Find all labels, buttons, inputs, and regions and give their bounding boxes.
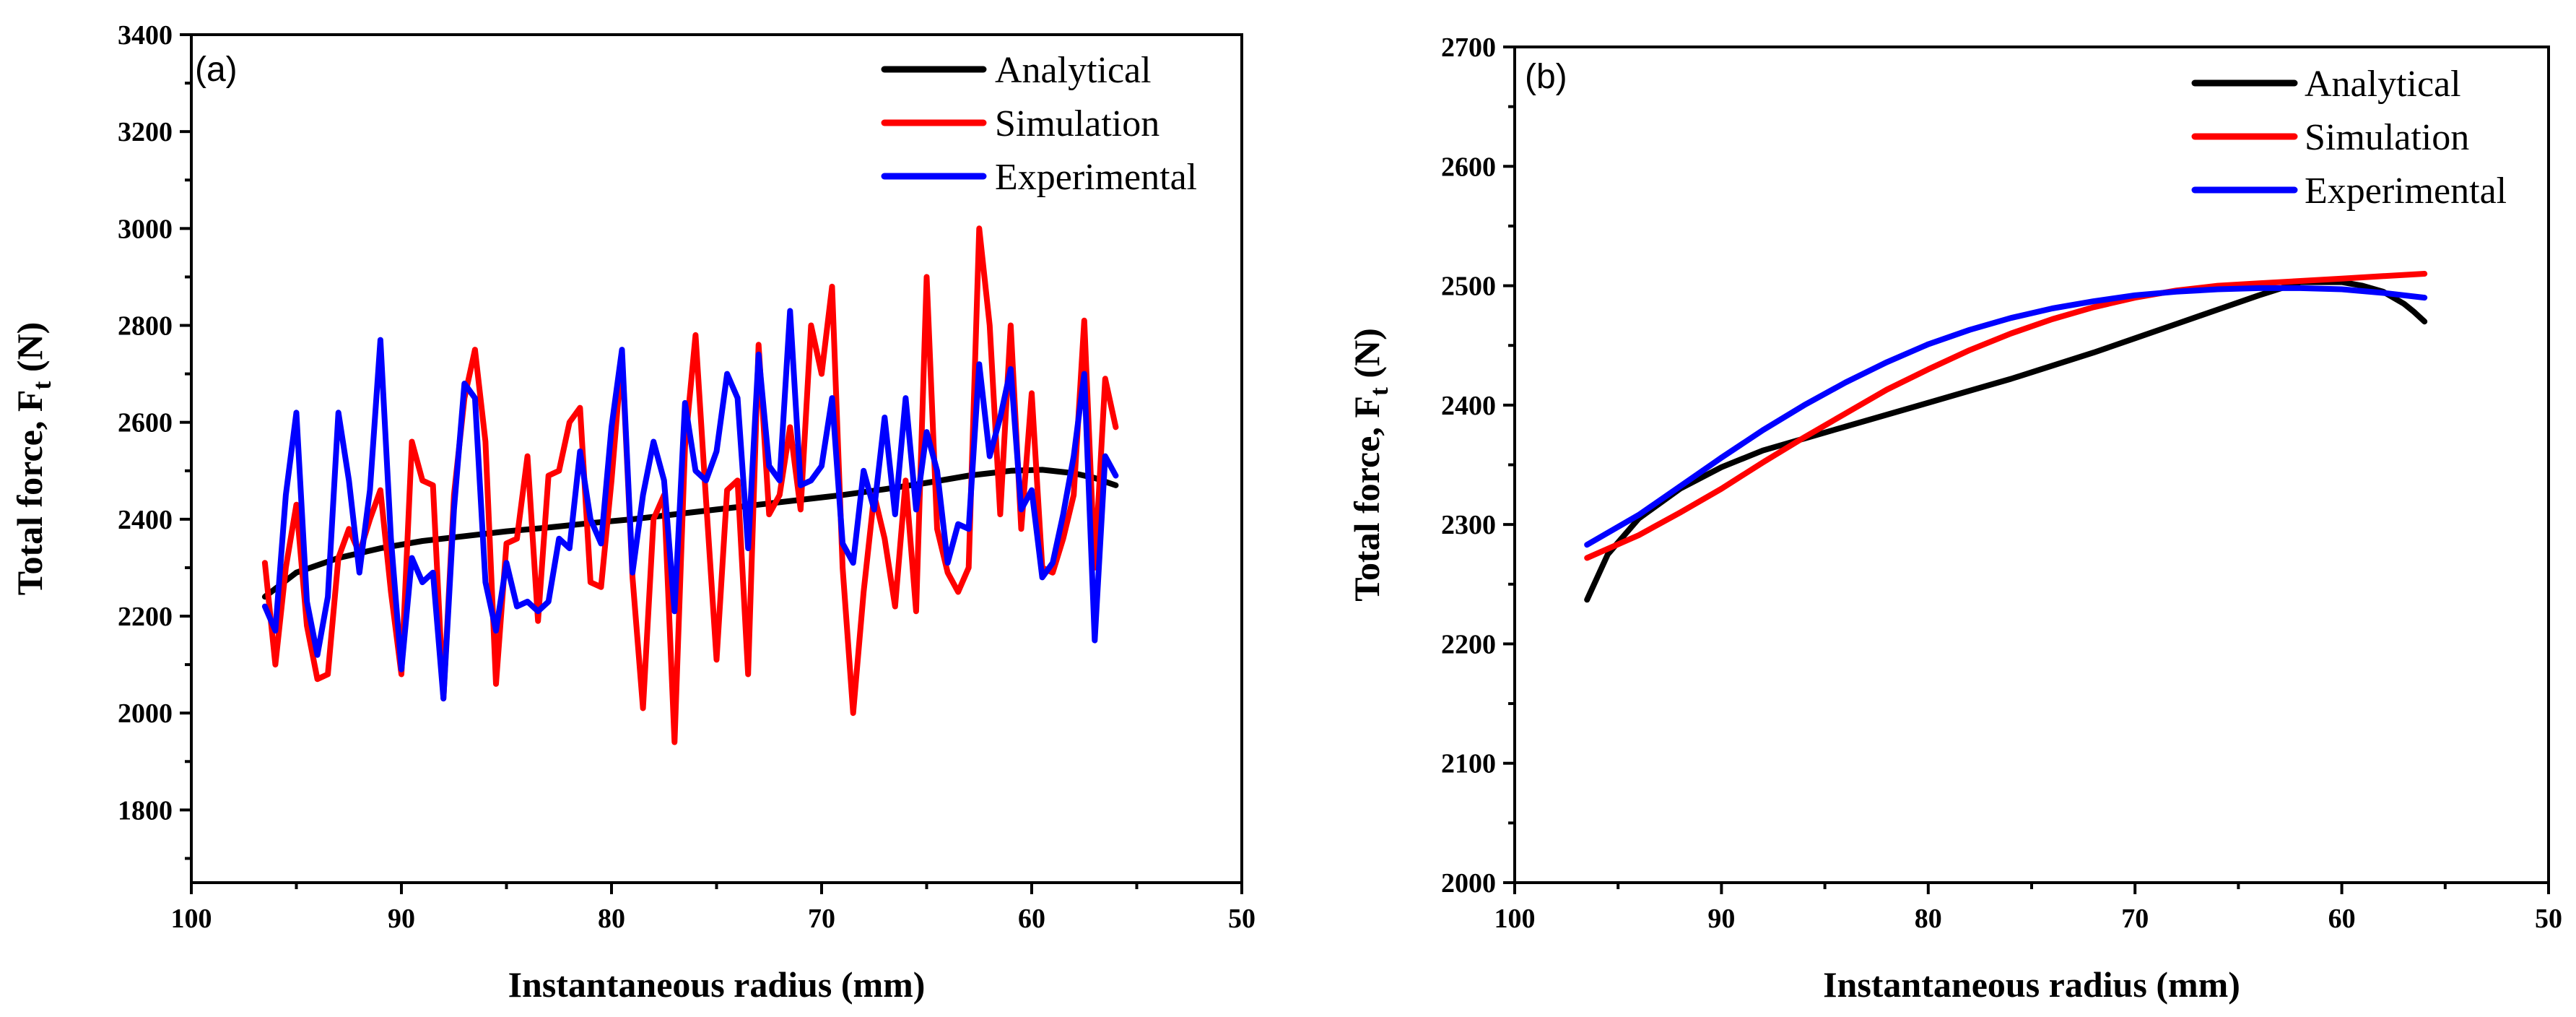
y-tick-label: 2600 [118, 408, 173, 438]
y-tick-label: 2300 [1441, 510, 1496, 540]
chart-panel-b: 100 90 80 70 60 50 2000 2100 2200 2300 2400 2500 260… [1346, 33, 2562, 1005]
y-tick-label: 3000 [118, 214, 173, 244]
x-tick-label: 50 [2535, 904, 2562, 934]
y-tick-label: 3400 [118, 20, 173, 51]
y-tick-label: 2100 [1441, 749, 1496, 779]
series-line-simulation [1584, 271, 2428, 561]
series-line-analytical [1584, 279, 2428, 603]
x-axis-title: Instantaneous radius (mm) [508, 964, 926, 1005]
legend-label-experimental: Experimental [2305, 170, 2507, 212]
y-tick-label: 2200 [118, 602, 173, 632]
x-tick-label: 60 [2328, 904, 2356, 934]
legend-label-analytical: Analytical [2305, 64, 2461, 105]
y-tick-label: 2700 [1441, 33, 1496, 63]
y-tick-label: 2500 [1441, 272, 1496, 302]
y-axis-title-unit: (N) [1346, 328, 1387, 387]
legend-label-simulation: Simulation [2305, 117, 2469, 158]
x-tick-label: 90 [1707, 904, 1735, 934]
y-axis-title-unit: (N) [9, 322, 50, 381]
y-tick-label: 3200 [118, 117, 173, 147]
y-tick-label: 1800 [118, 795, 173, 826]
x-tick-label: 80 [598, 904, 625, 934]
y-tick-label: 2600 [1441, 152, 1496, 182]
y-axis-title-main: Total force, F [9, 390, 50, 596]
legend: Analytical Simulation Experimental [2191, 64, 2507, 212]
series-line-experimental [1584, 285, 2428, 548]
x-tick-label: 50 [1228, 904, 1256, 934]
y-axis-title-main: Total force, F [1346, 396, 1387, 602]
y-axis-title: Total force, Ft (N) [1346, 328, 1393, 602]
panel-label: (b) [1525, 58, 1567, 96]
y-axis-title: Total force, Ft (N) [9, 322, 56, 596]
y-tick-label: 2800 [118, 311, 173, 342]
y-tick-label: 2400 [118, 505, 173, 535]
legend-label-experimental: Experimental [995, 157, 1197, 198]
x-axis-title: Instantaneous radius (mm) [1823, 964, 2240, 1005]
series-line-experimental [261, 308, 1119, 702]
legend: Analytical Simulation Experimental [881, 50, 1197, 198]
x-tick-label: 80 [1915, 904, 1942, 934]
chart-panel-a: 100 90 80 70 60 50 1800 2000 2200 2400 2600 2800 300… [9, 20, 1256, 1005]
x-tick-label: 100 [1494, 904, 1536, 934]
x-tick-label: 90 [388, 904, 415, 934]
x-tick-label: 70 [808, 904, 835, 934]
y-tick-label: 2000 [1441, 868, 1496, 899]
x-tick-label: 100 [171, 904, 212, 934]
series-line-simulation [261, 225, 1119, 745]
x-tick-label: 60 [1018, 904, 1045, 934]
y-tick-label: 2400 [1441, 391, 1496, 421]
x-tick-label: 70 [2121, 904, 2149, 934]
y-tick-label: 2200 [1441, 629, 1496, 659]
y-axis-title-subscript: t [27, 381, 56, 390]
panel-label: (a) [195, 51, 238, 89]
legend-label-analytical: Analytical [995, 50, 1152, 91]
legend-label-simulation: Simulation [995, 103, 1159, 144]
y-tick-label: 2000 [118, 698, 173, 729]
y-axis-title-subscript: t [1365, 387, 1393, 396]
